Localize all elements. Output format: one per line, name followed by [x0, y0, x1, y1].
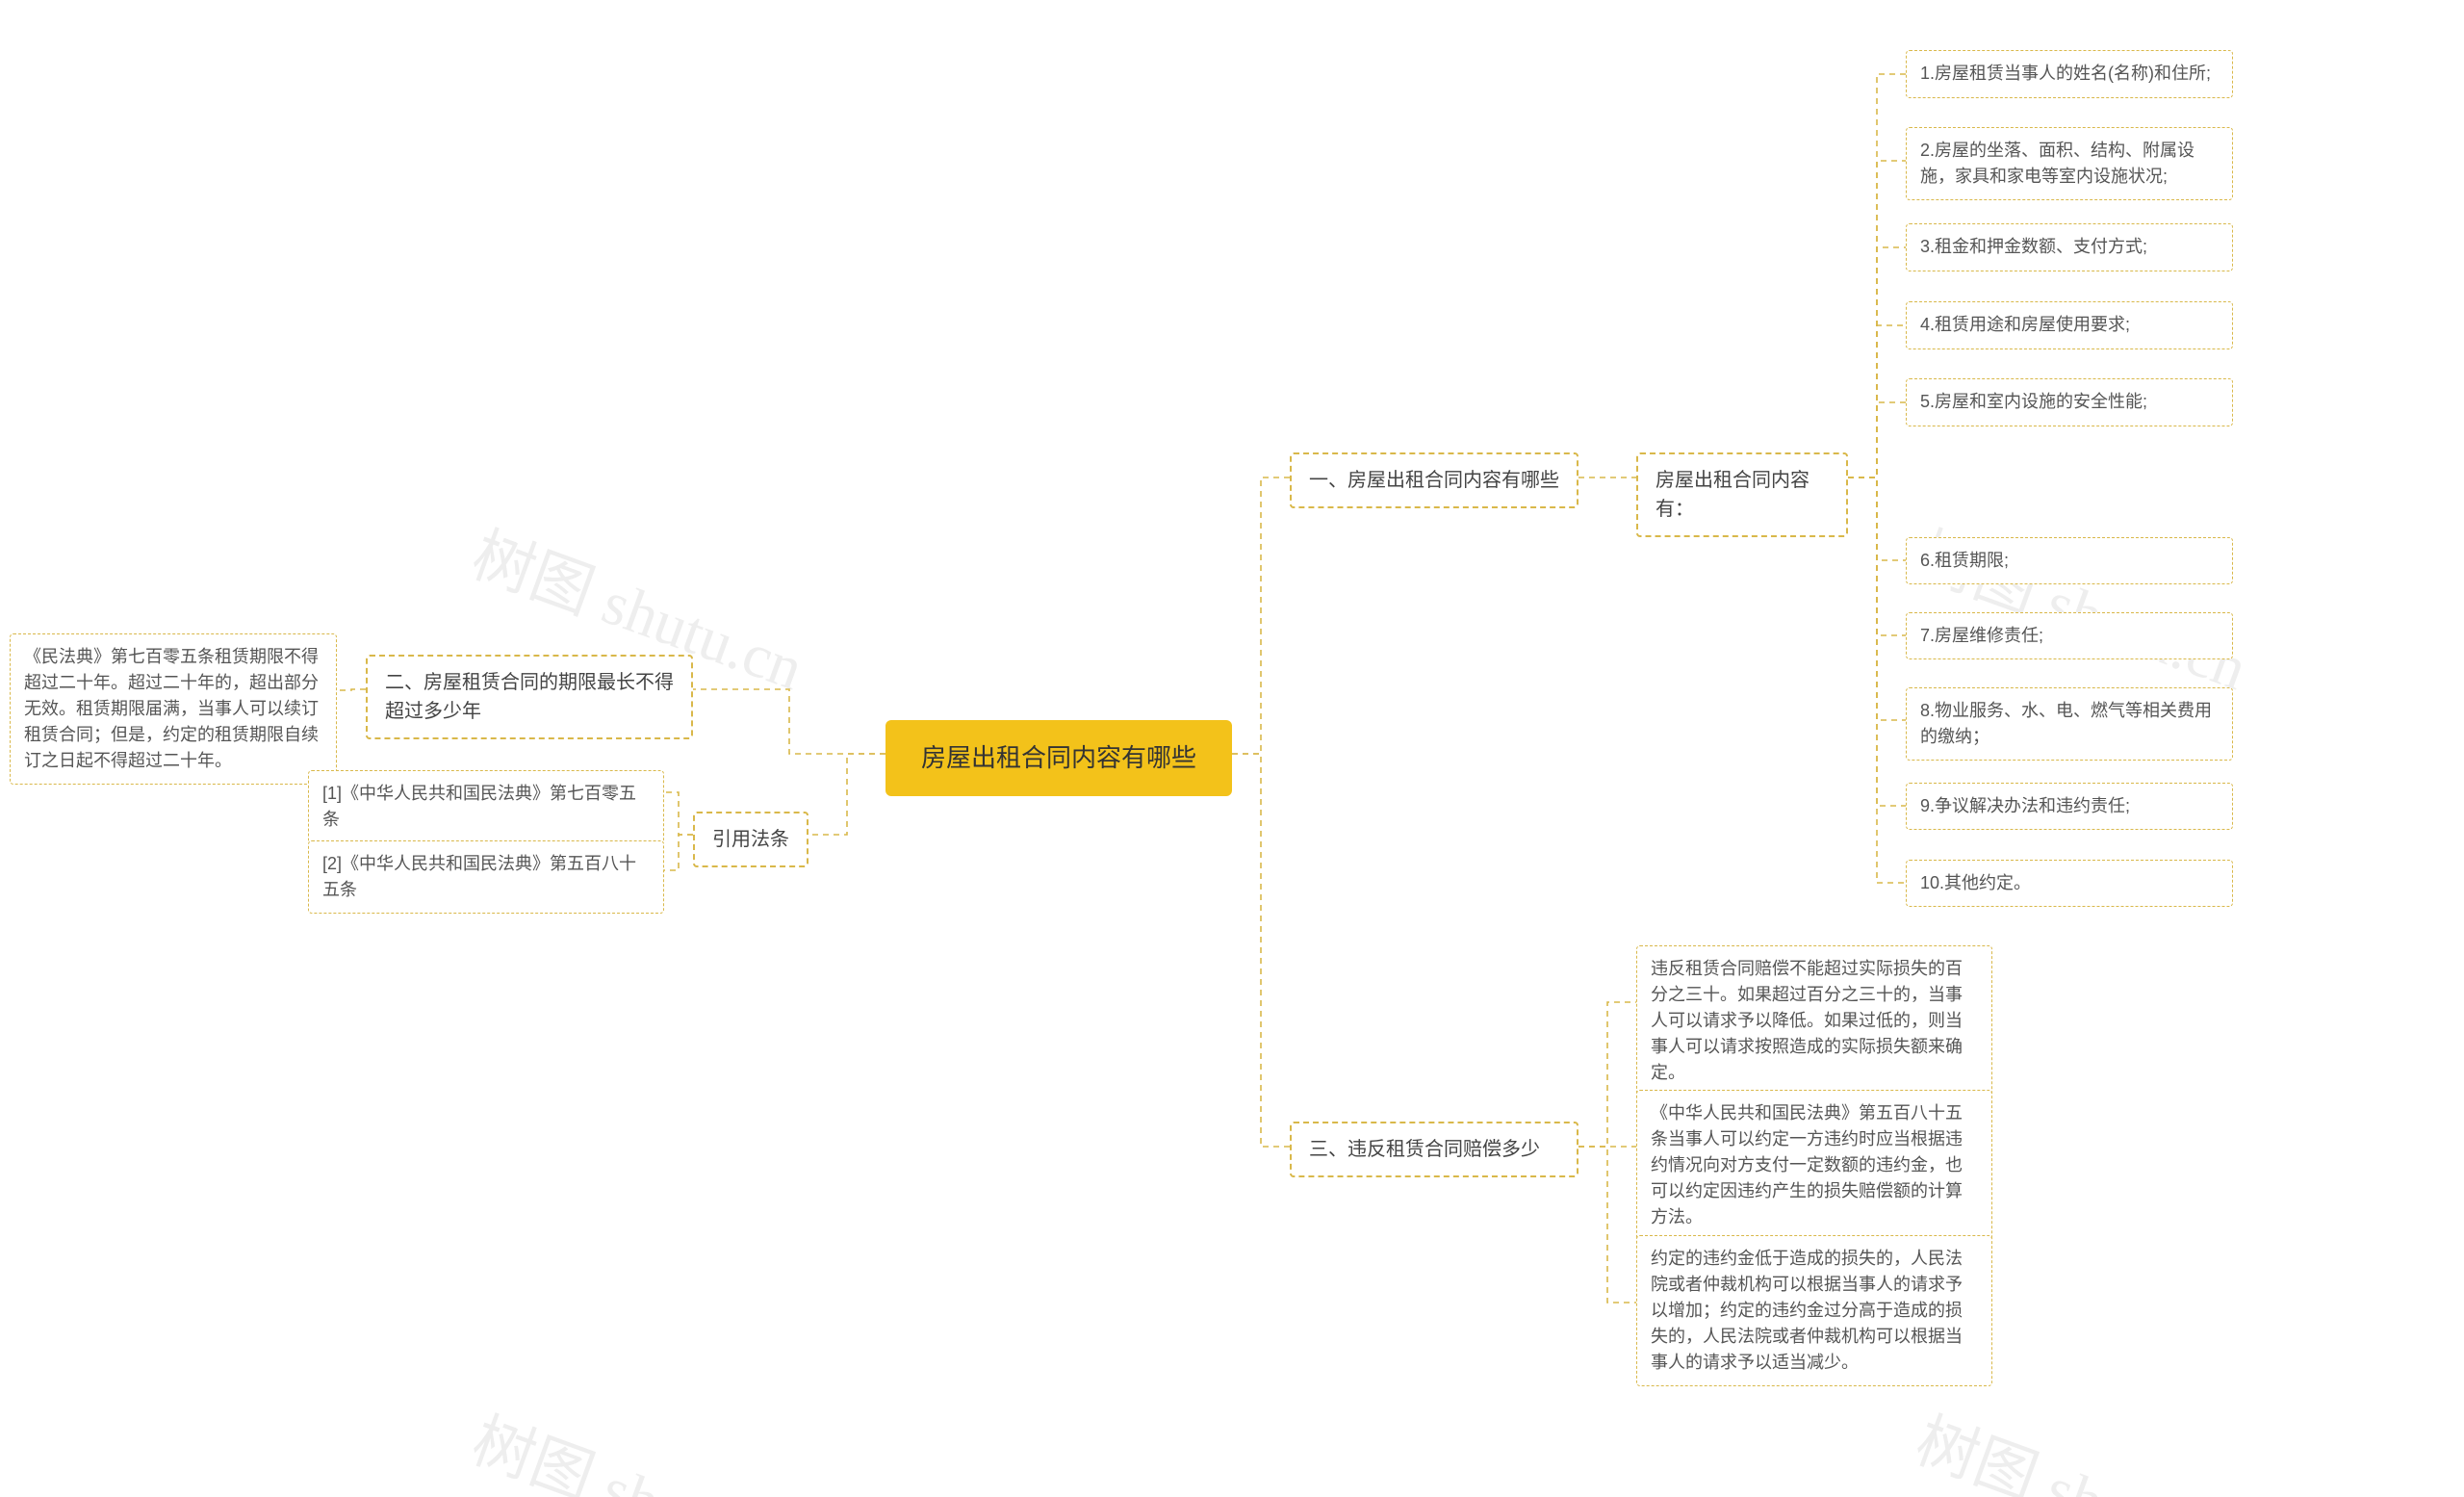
watermark-3: 树图 shutu.cn — [462, 1392, 817, 1497]
connector — [1578, 1147, 1636, 1303]
connector — [1848, 477, 1906, 806]
connector — [1578, 1002, 1636, 1147]
leaf-b1l5: 5.房屋和室内设施的安全性能; — [1906, 378, 2233, 426]
connector — [1848, 477, 1906, 635]
connector — [664, 792, 693, 835]
leaf-b1l6: 6.租赁期限; — [1906, 537, 2233, 584]
mid-b1m1: 房屋出租合同内容有： — [1636, 452, 1848, 537]
leaf-b3l1: 违反租赁合同赔偿不能超过实际损失的百分之三十。如果超过百分之三十的，当事人可以请… — [1636, 945, 1992, 1097]
connector — [1848, 477, 1906, 560]
connector — [1848, 74, 1906, 477]
leaf-b1l1: 1.房屋租赁当事人的姓名(名称)和住所; — [1906, 50, 2233, 98]
connector — [808, 754, 886, 835]
connector — [1232, 754, 1290, 1147]
watermark-2: 树图 shutu.cn — [1906, 506, 2261, 708]
leaf-b1l8: 8.物业服务、水、电、燃气等相关费用的缴纳； — [1906, 687, 2233, 761]
leaf-b1l3: 3.租金和押金数额、支付方式; — [1906, 223, 2233, 271]
leaf-b2l1: 《民法典》第七百零五条租赁期限不得超过二十年。超过二十年的，超出部分无效。租赁期… — [10, 633, 337, 785]
branch-b4: 引用法条 — [693, 812, 808, 867]
leaf-b1l2: 2.房屋的坐落、面积、结构、附属设施，家具和家电等室内设施状况; — [1906, 127, 2233, 200]
connector — [1848, 161, 1906, 477]
connector — [1848, 402, 1906, 477]
leaf-b3l3: 约定的违约金低于造成的损失的，人民法院或者仲裁机构可以根据当事人的请求予以增加；… — [1636, 1235, 1992, 1386]
branch-b2: 二、房屋租赁合同的期限最长不得超过多少年 — [366, 655, 693, 739]
leaf-b1l10: 10.其他约定。 — [1906, 860, 2233, 907]
watermark-4: 树图 shutu.cn — [1906, 1392, 2261, 1497]
root-node: 房屋出租合同内容有哪些 — [886, 720, 1232, 796]
connector — [1848, 325, 1906, 477]
connector — [1232, 477, 1290, 754]
branch-b1: 一、房屋出租合同内容有哪些 — [1290, 452, 1578, 508]
connector — [693, 689, 886, 754]
connector — [1848, 477, 1906, 883]
connector — [664, 835, 693, 870]
branch-b3: 三、违反租赁合同赔偿多少 — [1290, 1122, 1578, 1177]
connector — [1848, 477, 1906, 720]
leaf-b1l7: 7.房屋维修责任; — [1906, 612, 2233, 659]
leaf-b1l9: 9.争议解决办法和违约责任; — [1906, 783, 2233, 830]
connector — [1848, 247, 1906, 477]
connector — [337, 689, 366, 690]
leaf-b1l4: 4.租赁用途和房屋使用要求; — [1906, 301, 2233, 349]
leaf-b4l1: [1]《中华人民共和国民法典》第七百零五条 — [308, 770, 664, 843]
leaf-b4l2: [2]《中华人民共和国民法典》第五百八十五条 — [308, 840, 664, 914]
leaf-b3l2: 《中华人民共和国民法典》第五百八十五条当事人可以约定一方违约时应当根据违约情况向… — [1636, 1090, 1992, 1241]
